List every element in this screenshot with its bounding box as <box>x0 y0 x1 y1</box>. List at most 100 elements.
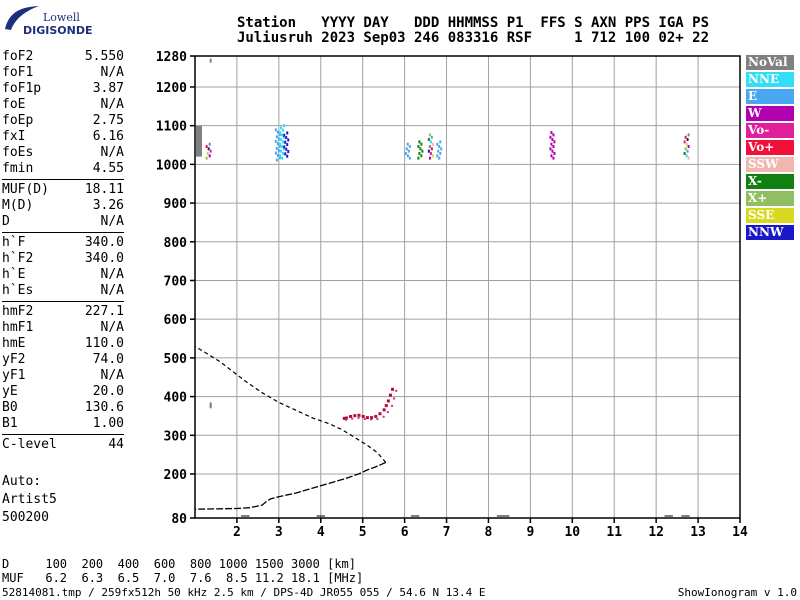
param-name: M(D) <box>2 198 34 213</box>
echo-point <box>437 149 440 153</box>
echo-point <box>205 145 208 149</box>
x-trace-point <box>393 397 396 400</box>
plot-frame <box>194 55 741 519</box>
param-value: N/A <box>100 97 124 112</box>
echo-point <box>280 138 283 142</box>
echo-point <box>685 142 688 146</box>
echo-point <box>282 128 285 132</box>
param-value: N/A <box>100 65 124 80</box>
param-name: foF1 <box>2 65 34 80</box>
autoscaling-info: Auto: Artist5 500200 <box>2 473 57 527</box>
echo-point <box>283 145 286 149</box>
param-row: yF2 74.0 <box>2 352 124 368</box>
param-value: 20.0 <box>92 384 124 399</box>
x-trace-point <box>376 418 379 421</box>
echo-point <box>551 149 554 153</box>
echo-point <box>550 142 553 146</box>
echo-point <box>427 149 430 153</box>
echo-point <box>275 146 278 150</box>
echo-point <box>286 154 289 158</box>
header-field-names: Station YYYY DAY DDD HHMMSS P1 FFS S AXN… <box>237 15 710 31</box>
o-trace-point <box>342 416 346 420</box>
param-name: h`E <box>2 267 26 282</box>
param-row: hmF1 N/A <box>2 320 124 336</box>
echo-point <box>285 136 288 140</box>
param-value: 44 <box>108 437 124 452</box>
param-value: 130.6 <box>84 400 124 415</box>
echo-point <box>408 145 411 149</box>
echo-point <box>277 149 280 153</box>
header-field-values: Juliusruh 2023 Sep03 246 083316 RSF 1 71… <box>237 30 710 46</box>
param-value: 5.550 <box>84 49 124 64</box>
param-separator <box>2 179 124 180</box>
echo-point <box>438 156 441 160</box>
echo-point <box>408 156 411 160</box>
echo-point <box>552 145 555 149</box>
x-tick-label: 14 <box>732 525 748 540</box>
o-trace-point <box>374 414 378 418</box>
param-name: C-level <box>2 437 57 452</box>
param-row: fxI 6.16 <box>2 129 124 145</box>
echo-point <box>286 131 289 135</box>
param-value: 18.11 <box>84 182 124 197</box>
echo-point <box>687 156 690 160</box>
param-name: hmF1 <box>2 320 34 335</box>
x-tick-label: 7 <box>443 525 451 540</box>
param-name: foF2 <box>2 49 34 64</box>
param-name: h`F2 <box>2 251 34 266</box>
profile-topside-extrapolation <box>194 345 387 463</box>
echo-point <box>553 151 556 155</box>
param-row: B0 130.6 <box>2 400 124 416</box>
echo-point <box>278 144 281 148</box>
o-trace-point <box>384 404 388 408</box>
echo-point <box>274 128 277 132</box>
x-trace-point <box>382 415 385 418</box>
param-value: 227.1 <box>84 304 124 319</box>
echo-point <box>550 154 553 158</box>
echo-point <box>406 142 409 146</box>
echo-point <box>431 142 434 146</box>
param-value: N/A <box>100 214 124 229</box>
x-trace-point <box>386 411 389 414</box>
echo-point <box>421 149 424 153</box>
param-name: fxI <box>2 129 26 144</box>
echo-point <box>683 140 686 144</box>
echo-point <box>684 135 687 139</box>
param-name: hmE <box>2 336 26 351</box>
param-row: h`E N/A <box>2 267 124 283</box>
o-trace-point <box>370 416 374 420</box>
echo-point <box>404 151 407 155</box>
echo-point <box>286 143 289 147</box>
echo-point <box>275 135 278 139</box>
y-tick-label: 900 <box>164 197 188 212</box>
param-value: 340.0 <box>84 251 124 266</box>
y-tick-label: 1200 <box>156 81 187 96</box>
param-separator <box>2 232 124 233</box>
param-row: h`F 340.0 <box>2 235 124 251</box>
echo-point <box>685 154 688 158</box>
x-trace-point <box>370 418 373 421</box>
echo-point <box>283 147 286 151</box>
o-trace-point <box>391 387 395 391</box>
y-tick-label: 300 <box>164 429 188 444</box>
y-tick-label: 800 <box>164 236 188 251</box>
echo-point <box>284 140 287 144</box>
legend-item-e: E <box>746 89 794 104</box>
x-tick-label: 6 <box>401 525 409 540</box>
param-name: fmin <box>2 161 34 176</box>
footer-muf-row: MUF 6.2 6.3 6.5 7.0 7.6 8.5 11.2 18.1 [M… <box>2 571 364 585</box>
echo-point <box>683 151 686 155</box>
echo-point <box>281 133 284 137</box>
echo-point <box>428 156 431 160</box>
param-row: foF2 5.550 <box>2 49 124 65</box>
echo-point <box>278 156 281 160</box>
x-tick-label: 10 <box>564 525 580 540</box>
y-tick-label: 400 <box>164 391 188 406</box>
polarization-legend: NoVal NNE E W Vo- Vo+ SSW X- X+ SSE NNW <box>746 55 794 242</box>
legend-item-nnw: NNW <box>746 225 794 240</box>
o-trace-point <box>386 399 390 403</box>
param-row: B1 1.00 <box>2 416 124 432</box>
echo-point <box>276 142 279 146</box>
echo-point <box>285 147 288 151</box>
